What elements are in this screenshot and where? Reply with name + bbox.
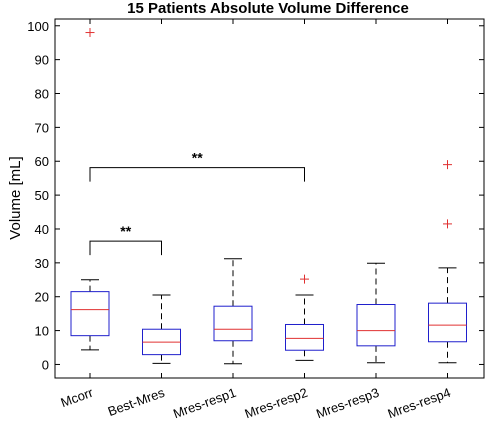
iqr-box xyxy=(70,291,110,337)
x-category-label: Best-Mres xyxy=(106,385,167,420)
significance-bracket: ** xyxy=(89,223,162,256)
y-tick-label: 10 xyxy=(35,324,49,339)
y-tick-label: 0 xyxy=(42,357,49,372)
outlier-marker xyxy=(443,160,452,170)
bracket-line xyxy=(89,167,305,182)
significance-label: ** xyxy=(192,150,203,166)
y-axis: 0 10 20 30 40 50 60 70 80 90 100 xyxy=(27,19,484,372)
iqr-box xyxy=(356,304,396,347)
y-tick-label: 90 xyxy=(35,53,49,68)
x-category-label: Mres-resp2 xyxy=(243,385,310,422)
chart-title: 15 Patients Absolute Volume Difference xyxy=(127,0,409,17)
y-tick-label: 50 xyxy=(35,188,49,203)
iqr-box xyxy=(428,302,467,343)
box-mres-resp2 xyxy=(285,274,324,361)
box-mres-resp4 xyxy=(428,160,467,364)
significance-brackets: ** ** xyxy=(89,150,305,256)
y-tick-label: 30 xyxy=(35,256,49,271)
x-category-label: Mres-resp3 xyxy=(314,385,381,422)
iqr-box xyxy=(285,323,324,351)
y-tick-label: 20 xyxy=(35,290,49,305)
outlier-marker xyxy=(85,28,95,38)
boxes-layer xyxy=(70,28,467,365)
bracket-line xyxy=(89,240,162,256)
y-tick-label: 100 xyxy=(27,19,49,34)
y-tick-label: 60 xyxy=(35,154,49,169)
outlier-marker xyxy=(300,274,309,284)
outlier-marker xyxy=(443,219,452,229)
box-mcorr xyxy=(70,28,110,351)
x-axis: Mcorr Best-Mres Mres-resp1 Mres-resp2 Mres-r… xyxy=(59,19,453,421)
box-mres-resp3 xyxy=(356,262,396,364)
y-axis-label: Volume [mL] xyxy=(7,156,24,239)
x-category-label: Mres-resp4 xyxy=(386,385,453,422)
x-category-label: Mres-resp1 xyxy=(171,385,238,422)
y-tick-label: 40 xyxy=(35,222,49,237)
y-tick-label: 80 xyxy=(35,87,49,102)
iqr-box xyxy=(213,305,253,342)
x-category-label: Mcorr xyxy=(59,384,96,410)
box-mres-resp1 xyxy=(213,258,253,365)
y-tick-label: 70 xyxy=(35,120,49,135)
box-best-mres xyxy=(142,294,181,364)
plot-area-frame xyxy=(54,18,485,379)
significance-bracket: ** xyxy=(89,150,305,182)
significance-label: ** xyxy=(120,223,131,239)
